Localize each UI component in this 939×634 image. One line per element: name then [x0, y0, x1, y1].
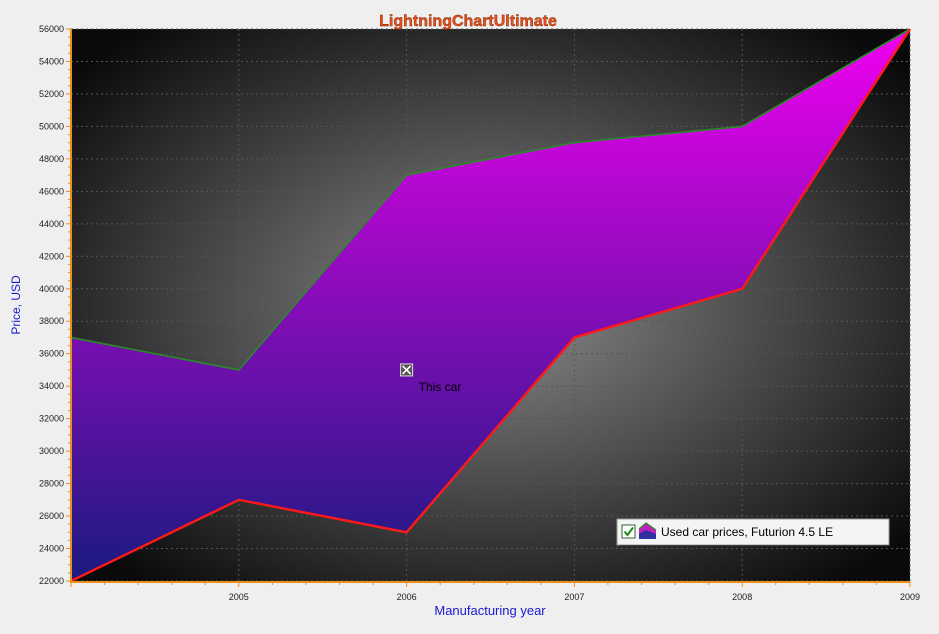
y-tick-label: 30000 [39, 446, 64, 456]
checkmark-icon [623, 526, 634, 537]
y-tick-label: 36000 [39, 349, 64, 359]
legend[interactable]: Used car prices, Futurion 4.5 LE [616, 518, 891, 547]
y-tick-label: 48000 [39, 154, 64, 164]
y-tick-label: 32000 [39, 414, 64, 424]
y-tick-label: 52000 [39, 89, 64, 99]
x-tick-label: 2005 [229, 592, 249, 602]
x-tick-label: 2006 [397, 592, 417, 602]
this-car-label: This car [419, 380, 462, 394]
chart-title: LightningChartUltimate [379, 13, 557, 30]
y-tick-label: 28000 [39, 479, 64, 489]
y-tick-label: 56000 [39, 24, 64, 34]
y-tick-label: 46000 [39, 186, 64, 196]
y-tick-label: 50000 [39, 121, 64, 131]
x-tick-label: 2009 [900, 592, 920, 602]
tick-labels: 22000 24000 26000 28000 30000 32000 34000 36000… [39, 24, 920, 602]
series-layer [70, 28, 912, 583]
x-axis-title: Manufacturing year [434, 603, 546, 618]
y-tick-label: 44000 [39, 219, 64, 229]
legend-shadow [619, 545, 891, 547]
axes [66, 28, 911, 587]
y-tick-label: 34000 [39, 381, 64, 391]
y-axis-title: Price, USD [9, 275, 23, 335]
area-series-icon [638, 522, 657, 539]
this-car-marker[interactable] [400, 363, 414, 377]
y-tick-label: 22000 [39, 576, 64, 586]
y-tick-label: 24000 [39, 544, 64, 554]
annotation-layer: This car [400, 363, 462, 394]
legend-box [616, 518, 890, 546]
y-tick-label: 38000 [39, 316, 64, 326]
y-tick-label: 26000 [39, 511, 64, 521]
y-tick-label: 54000 [39, 56, 64, 66]
legend-label: Used car prices, Futurion 4.5 LE [661, 525, 833, 539]
series-low-line[interactable] [70, 28, 912, 583]
y-tick-label: 40000 [39, 284, 64, 294]
legend-checkbox[interactable] [621, 524, 636, 539]
series-high-line[interactable] [70, 28, 911, 371]
series-area-fill[interactable] [71, 29, 910, 581]
x-tick-label: 2008 [732, 592, 752, 602]
y-tick-label: 42000 [39, 251, 64, 261]
x-tick-label: 2007 [564, 592, 584, 602]
